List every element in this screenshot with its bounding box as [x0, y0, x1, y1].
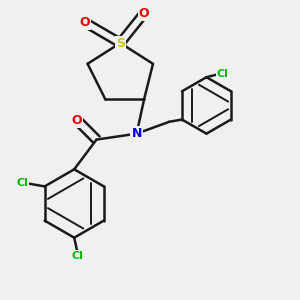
- Text: O: O: [72, 114, 83, 127]
- Text: O: O: [79, 16, 90, 29]
- Text: O: O: [139, 7, 149, 20]
- Text: Cl: Cl: [16, 178, 28, 188]
- Text: N: N: [131, 127, 142, 140]
- Text: Cl: Cl: [71, 250, 83, 260]
- Text: Cl: Cl: [217, 69, 229, 79]
- Text: S: S: [116, 37, 125, 50]
